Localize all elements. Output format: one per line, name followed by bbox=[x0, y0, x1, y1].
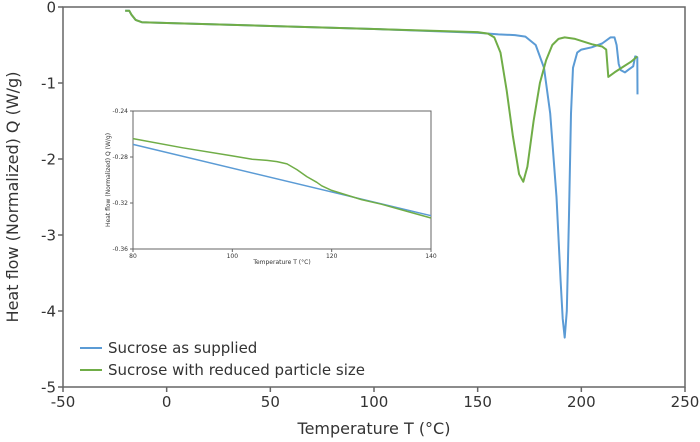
inset-x-tick-label: 120 bbox=[326, 253, 338, 260]
main-x-tick-label: 50 bbox=[261, 393, 280, 411]
main-series-reduced-particle bbox=[125, 9, 638, 183]
main-y-tick-label: 0 bbox=[46, 0, 56, 16]
main-x-tick-label: 100 bbox=[360, 393, 389, 411]
main-y-tick-label: -4 bbox=[41, 302, 56, 320]
inset-x-tick-label: 80 bbox=[129, 253, 137, 260]
main-x-tick-label: -50 bbox=[51, 393, 76, 411]
main-x-axis-label: Temperature T (°C) bbox=[297, 419, 451, 438]
main-y-tick-label: -3 bbox=[41, 226, 56, 244]
main-x-tick-label: 200 bbox=[567, 393, 596, 411]
inset-x-axis-label: Temperature T (°C) bbox=[252, 259, 310, 266]
main-y-axis-label: Heat flow (Normalized) Q (W/g) bbox=[3, 72, 22, 323]
main-x-tick-label: 150 bbox=[463, 393, 492, 411]
main-x-tick-label: 0 bbox=[162, 393, 172, 411]
legend-label-supplied: Sucrose as supplied bbox=[108, 339, 257, 357]
main-x-tick-label: 250 bbox=[671, 393, 700, 411]
main-y-tick-label: -5 bbox=[41, 378, 56, 396]
legend: Sucrose as supplied Sucrose with reduced… bbox=[80, 339, 365, 379]
inset-y-tick-label: -0.24 bbox=[112, 108, 128, 115]
legend-label-reduced: Sucrose with reduced particle size bbox=[108, 361, 365, 379]
inset-y-tick-label: -0.32 bbox=[112, 200, 128, 207]
inset-y-axis-label: Heat flow (Normalized) Q (W/g) bbox=[105, 133, 112, 227]
inset-x-tick-label: 140 bbox=[425, 253, 437, 260]
main-y-tick-label: -2 bbox=[41, 150, 56, 168]
main-y-tick-label: -1 bbox=[41, 74, 56, 92]
inset-y-tick-label: -0.28 bbox=[112, 154, 128, 161]
inset-series-reduced-particle bbox=[132, 137, 432, 219]
inset-y-tick-label: -0.36 bbox=[112, 246, 128, 253]
inset-x-tick-label: 100 bbox=[227, 253, 239, 260]
